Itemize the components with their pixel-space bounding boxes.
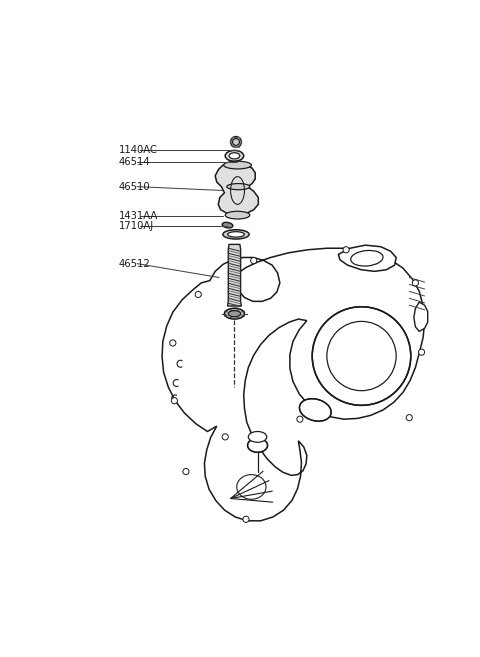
Text: 46512: 46512 xyxy=(119,259,151,269)
Ellipse shape xyxy=(225,212,250,219)
Ellipse shape xyxy=(248,438,267,452)
Ellipse shape xyxy=(419,349,425,355)
Ellipse shape xyxy=(170,340,176,346)
Ellipse shape xyxy=(343,246,349,253)
Ellipse shape xyxy=(225,308,244,319)
Text: 1431AA: 1431AA xyxy=(119,211,158,221)
Ellipse shape xyxy=(223,230,249,239)
Text: 46510: 46510 xyxy=(119,181,151,192)
Text: 1140AC: 1140AC xyxy=(119,145,158,154)
Ellipse shape xyxy=(171,397,178,404)
Ellipse shape xyxy=(222,222,233,228)
Ellipse shape xyxy=(300,399,331,421)
Ellipse shape xyxy=(227,183,250,190)
Polygon shape xyxy=(338,245,396,271)
Ellipse shape xyxy=(297,416,303,422)
Ellipse shape xyxy=(195,291,201,298)
Ellipse shape xyxy=(312,307,411,405)
Ellipse shape xyxy=(228,311,240,317)
Polygon shape xyxy=(162,248,425,521)
Ellipse shape xyxy=(412,280,419,286)
Polygon shape xyxy=(228,244,241,306)
Text: 1710AJ: 1710AJ xyxy=(119,221,154,231)
Ellipse shape xyxy=(222,434,228,440)
Ellipse shape xyxy=(248,432,267,442)
Ellipse shape xyxy=(229,153,240,159)
Text: 46514: 46514 xyxy=(119,157,151,167)
Ellipse shape xyxy=(225,150,244,161)
Polygon shape xyxy=(414,302,428,331)
Ellipse shape xyxy=(224,161,252,169)
Ellipse shape xyxy=(243,516,249,522)
Ellipse shape xyxy=(183,468,189,474)
Ellipse shape xyxy=(228,232,244,237)
Polygon shape xyxy=(215,164,258,215)
Ellipse shape xyxy=(230,137,241,147)
Ellipse shape xyxy=(232,139,240,145)
Ellipse shape xyxy=(406,415,412,420)
Ellipse shape xyxy=(251,258,257,263)
